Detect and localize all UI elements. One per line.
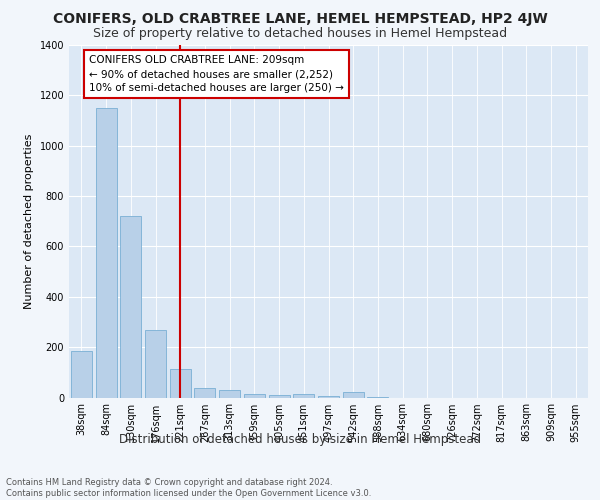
Bar bbox=[219, 390, 240, 398]
Text: Size of property relative to detached houses in Hemel Hempstead: Size of property relative to detached ho… bbox=[93, 28, 507, 40]
Y-axis label: Number of detached properties: Number of detached properties bbox=[24, 134, 34, 309]
Bar bbox=[120, 216, 141, 398]
Text: CONIFERS OLD CRABTREE LANE: 209sqm
← 90% of detached houses are smaller (2,252)
: CONIFERS OLD CRABTREE LANE: 209sqm ← 90%… bbox=[89, 55, 344, 93]
Bar bbox=[293, 394, 314, 398]
Bar bbox=[170, 368, 191, 398]
Bar bbox=[269, 396, 290, 398]
Bar bbox=[244, 394, 265, 398]
Bar bbox=[318, 396, 339, 398]
Text: CONIFERS, OLD CRABTREE LANE, HEMEL HEMPSTEAD, HP2 4JW: CONIFERS, OLD CRABTREE LANE, HEMEL HEMPS… bbox=[53, 12, 547, 26]
Bar bbox=[343, 392, 364, 398]
Text: Distribution of detached houses by size in Hemel Hempstead: Distribution of detached houses by size … bbox=[119, 432, 481, 446]
Text: Contains HM Land Registry data © Crown copyright and database right 2024.
Contai: Contains HM Land Registry data © Crown c… bbox=[6, 478, 371, 498]
Bar bbox=[145, 330, 166, 398]
Bar bbox=[367, 396, 388, 398]
Bar bbox=[194, 388, 215, 398]
Bar bbox=[95, 108, 116, 398]
Bar bbox=[71, 351, 92, 398]
